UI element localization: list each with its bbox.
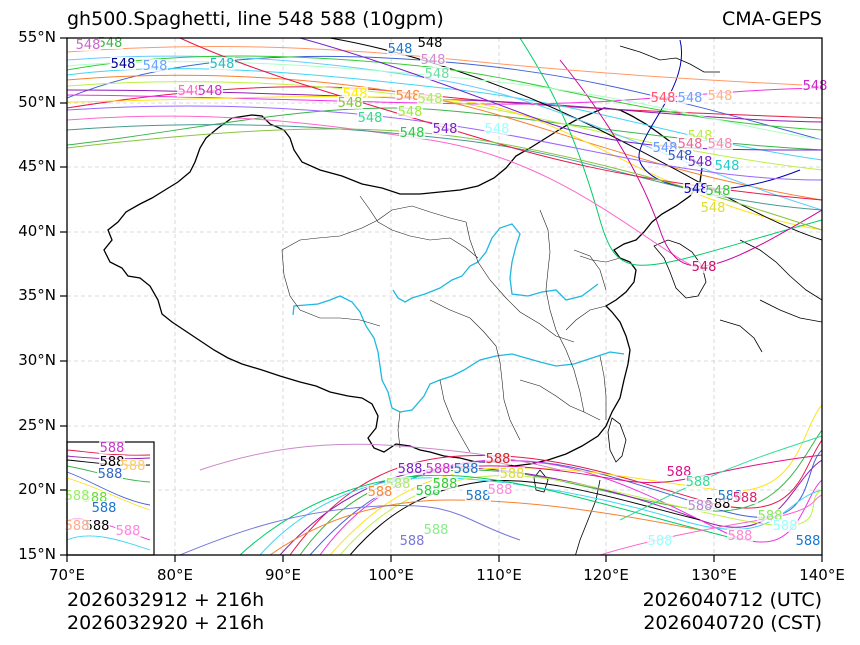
init-time: 2026032912 + 216h 2026032920 + 216h (67, 589, 264, 635)
inset-contour-label: 588 (65, 519, 90, 534)
contour-label-548: 548 (111, 57, 136, 72)
contour-label-588: 588 (688, 499, 713, 514)
x-tick-130e: 130°E (691, 566, 737, 584)
contour-label-548: 548 (396, 89, 421, 104)
y-tick-45n: 45°N (18, 157, 56, 175)
contour-label-548: 548 (425, 67, 450, 82)
y-tick-20n: 20°N (18, 480, 56, 498)
contour-label-548: 548 (692, 260, 717, 275)
axis-ticks (60, 37, 823, 562)
contour-label-548: 548 (338, 96, 363, 111)
contour-label-548: 548 (210, 57, 235, 72)
inset-contour-label: 588 (100, 441, 125, 456)
contour-label-588: 588 (686, 475, 711, 490)
y-tick-25n: 25°N (18, 416, 56, 434)
inset-contour-label: 588 (92, 501, 117, 516)
contour-label-588: 588 (433, 477, 458, 492)
y-tick-55n: 55°N (18, 28, 56, 46)
contour-label-588: 588 (424, 523, 449, 538)
yangtze-river (292, 295, 625, 413)
country-border (103, 107, 703, 467)
valid-time: 2026040712 (UTC) 2026040720 (CST) (643, 589, 822, 635)
contour-label-548: 548 (76, 38, 101, 53)
inset-contour-label: 588 (100, 455, 125, 470)
x-tick-80e: 80°E (156, 566, 194, 584)
yellow-river (392, 223, 599, 303)
contour-label-548: 548 (706, 184, 731, 199)
contour-label-548: 548 (651, 91, 676, 106)
contour-label-548: 548 (688, 155, 713, 170)
contour-label-548: 548 (678, 137, 703, 152)
contour-label-548: 548 (701, 201, 726, 216)
contour-label-548: 548 (418, 92, 443, 107)
x-tick-120e: 120°E (583, 566, 629, 584)
y-tick-30n: 30°N (18, 351, 56, 369)
contour-label-548: 548 (398, 105, 423, 120)
contour-label-548: 548 (418, 36, 443, 51)
y-tick-50n: 50°N (18, 93, 56, 111)
init-time-cst: 2026032920 + 216h (67, 612, 265, 634)
chart-title: gh500.Spaghetti, line 548 588 (10gpm) (67, 8, 444, 30)
contour-label-548: 548 (668, 149, 693, 164)
x-tick-100e: 100°E (368, 566, 414, 584)
valid-time-cst: 2026040720 (CST) (643, 612, 822, 634)
x-tick-110e: 110°E (476, 566, 522, 584)
init-time-utc: 2026032912 + 216h (67, 589, 265, 611)
contour-label-548: 548 (143, 59, 168, 74)
y-tick-40n: 40°N (18, 222, 56, 240)
contour-label-548: 548 (715, 159, 740, 174)
contour-label-548: 548 (178, 84, 203, 99)
contour-label-548: 548 (803, 79, 828, 94)
contour-label-548: 548 (684, 182, 709, 197)
inset-contour-label: 588 (85, 519, 110, 534)
province-borders (281, 195, 621, 453)
contour-label-548: 548 (198, 84, 223, 99)
inset-contour-label: 588 (121, 459, 146, 474)
contour-label-548: 548 (678, 91, 703, 106)
x-tick-140e: 140°E (799, 566, 845, 584)
y-tick-35n: 35°N (18, 286, 56, 304)
contour-label-588: 588 (400, 534, 425, 549)
contour-label-548: 548 (400, 126, 425, 141)
contour-label-588: 588 (466, 489, 491, 504)
x-tick-70e: 70°E (48, 566, 86, 584)
inset-contour-label: 588 (98, 467, 123, 482)
contour-label-588: 588 (488, 483, 513, 498)
contour-label-588: 588 (398, 462, 423, 477)
contour-label-588: 588 (368, 485, 393, 500)
contour-label-548: 548 (98, 36, 123, 51)
contour-label-588: 588 (426, 462, 451, 477)
contour-label-588: 588 (648, 534, 673, 549)
contour-label-548: 548 (358, 111, 383, 126)
contours-588 (179, 404, 822, 555)
contour-label-548: 548 (433, 122, 458, 137)
y-tick-15n: 15°N (18, 545, 56, 563)
contour-label-548: 548 (388, 42, 413, 57)
contour-label-548: 548 (421, 53, 446, 68)
contour-label-548: 548 (708, 137, 733, 152)
contour-label-588: 588 (454, 462, 479, 477)
model-name: CMA-GEPS (721, 8, 822, 30)
inset-contour-label: 588 (65, 489, 90, 504)
inset-contour-label: 588 (116, 524, 141, 539)
x-tick-90e: 90°E (264, 566, 302, 584)
contour-label-588: 588 (500, 467, 525, 482)
contour-label-588: 588 (728, 529, 753, 544)
contour-label-588: 588 (796, 534, 821, 549)
contour-label-548: 548 (708, 89, 733, 104)
valid-time-utc: 2026040712 (UTC) (642, 589, 822, 611)
contour-label-588: 588 (486, 452, 511, 467)
contour-label-548: 548 (485, 122, 510, 137)
contour-label-588: 588 (773, 519, 798, 534)
contour-label-588: 588 (733, 491, 758, 506)
